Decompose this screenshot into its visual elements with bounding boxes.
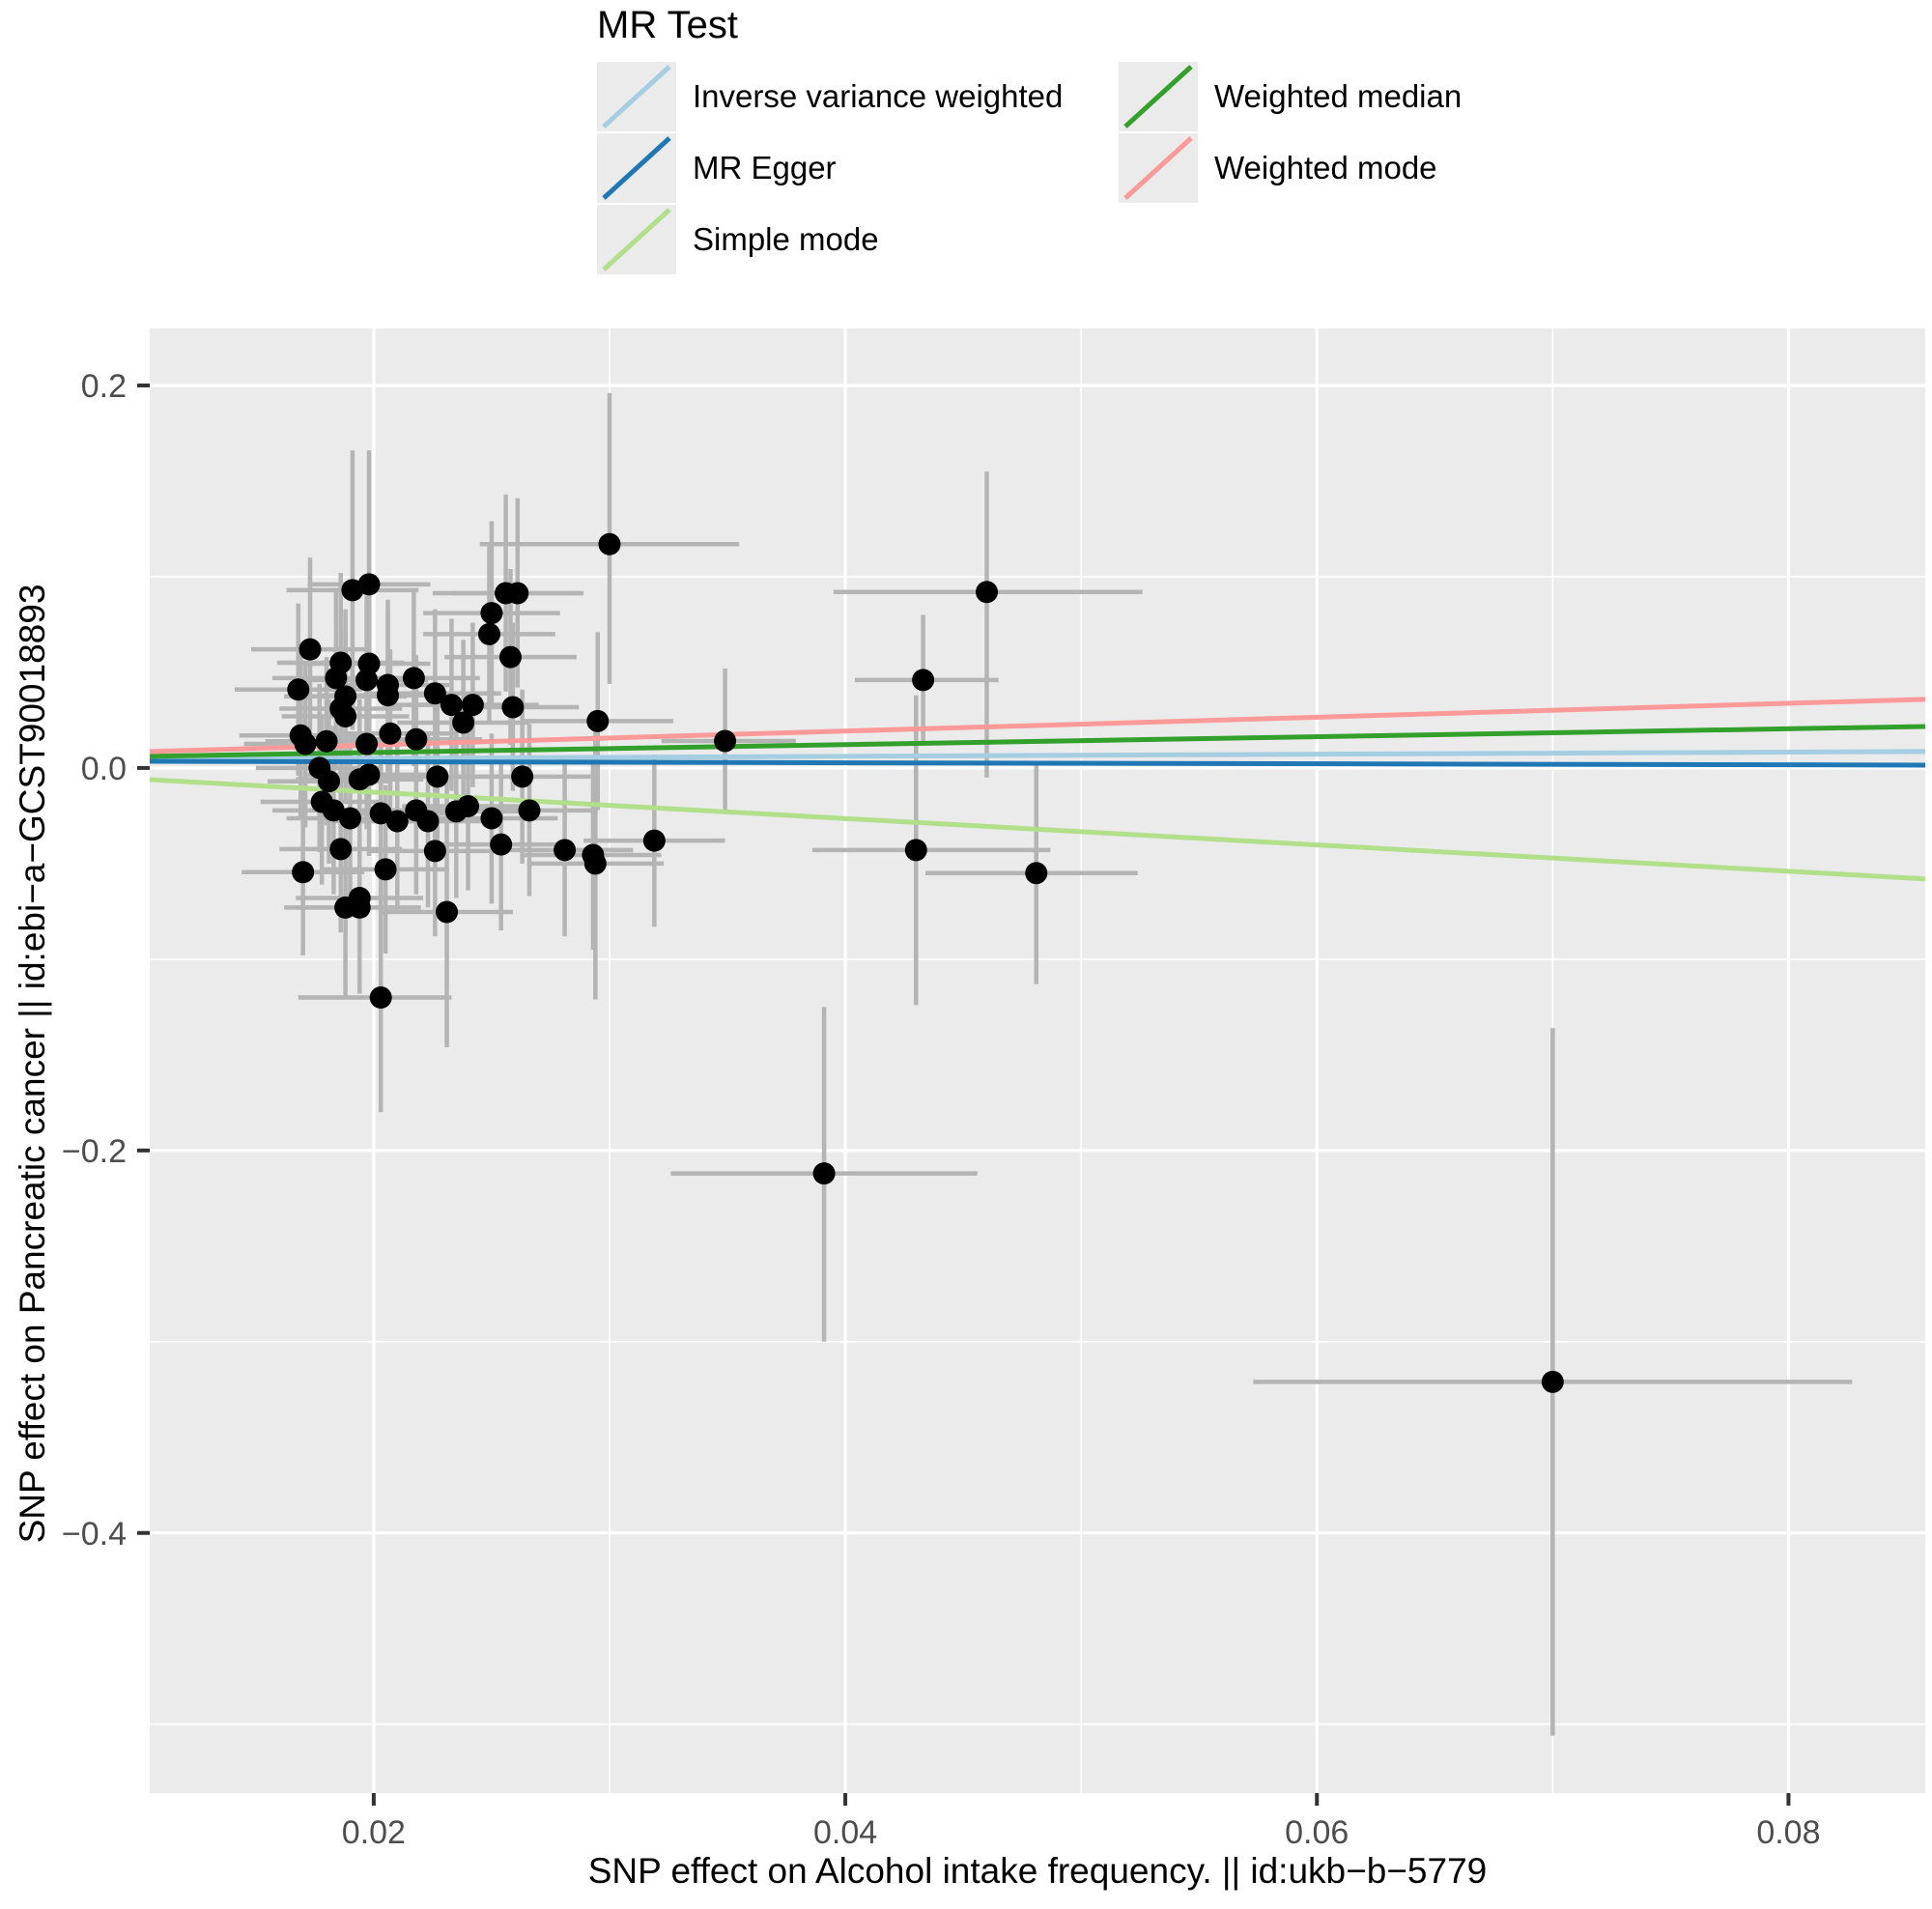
data-point — [329, 838, 353, 861]
legend-item-label: MR Egger — [693, 150, 837, 185]
data-point — [440, 694, 463, 717]
legend-key-line-icon — [597, 62, 676, 131]
data-point — [416, 810, 440, 833]
y-axis-tick-label: 0.0 — [81, 751, 127, 787]
data-point — [598, 532, 621, 556]
legend-item-label: Weighted median — [1214, 78, 1463, 114]
data-point — [355, 732, 379, 755]
legend-item-mr-egger: MR Egger — [597, 132, 1119, 204]
y-axis-tick-label: 0.2 — [81, 368, 127, 405]
legend-title: MR Test — [597, 4, 738, 46]
y-axis-tick-label: −0.2 — [62, 1133, 127, 1170]
data-point — [357, 573, 381, 596]
legend-item-label: Simple mode — [693, 221, 879, 257]
legend-key-line-icon — [597, 205, 676, 274]
legend-item-inverse-variance-weighted: Inverse variance weighted — [597, 61, 1119, 132]
regression-line-simple-mode — [149, 777, 1926, 882]
data-point — [369, 985, 392, 1009]
data-point — [506, 582, 529, 605]
data-point — [812, 1162, 836, 1185]
data-point — [1025, 862, 1048, 885]
data-point — [377, 684, 400, 707]
data-point — [976, 581, 999, 604]
data-point — [322, 799, 345, 822]
regression-line-weighted-mode — [149, 697, 1926, 755]
data-point — [436, 900, 459, 924]
data-point — [287, 678, 310, 701]
data-point — [374, 858, 397, 881]
data-point — [405, 727, 428, 751]
data-point — [904, 839, 927, 862]
plot-panel — [150, 328, 1925, 1793]
legend-key-line-icon — [1119, 133, 1198, 203]
y-axis-title: SNP effect on Pancreatic cancer || id:eb… — [13, 584, 52, 1544]
x-axis-tick-label: 0.06 — [1285, 1814, 1349, 1851]
data-point — [357, 763, 381, 786]
data-point — [379, 722, 402, 745]
legend-column-0: Inverse variance weighted MR Egger Simple … — [597, 61, 1119, 275]
data-point — [586, 709, 610, 732]
data-point — [325, 667, 348, 690]
data-point — [457, 795, 480, 818]
legend-key-line-icon — [1119, 62, 1198, 131]
data-point — [480, 602, 503, 625]
data-point — [642, 829, 666, 852]
legend-item-simple-mode: Simple mode — [597, 204, 1119, 275]
x-axis-title: SNP effect on Alcohol intake frequency. … — [587, 1851, 1488, 1891]
data-point — [357, 652, 381, 675]
data-point — [461, 694, 484, 717]
data-point — [369, 802, 392, 825]
data-point — [423, 840, 446, 863]
legend-columns: Inverse variance weighted MR Egger Simple … — [597, 61, 1462, 275]
data-point — [426, 765, 449, 788]
data-point — [912, 669, 935, 692]
regression-line-weighted-median — [149, 724, 1926, 759]
data-point — [714, 729, 737, 753]
data-point — [334, 704, 357, 727]
data-point — [348, 896, 371, 919]
legend-item-weighted-mode: Weighted mode — [1119, 132, 1462, 204]
data-point — [518, 799, 541, 822]
x-axis-tick-label: 0.08 — [1756, 1814, 1820, 1851]
legend-item-weighted-median: Weighted median — [1119, 61, 1462, 132]
data-point — [554, 839, 577, 862]
legend-item-label: Inverse variance weighted — [693, 78, 1064, 114]
data-point — [490, 833, 513, 856]
data-point — [501, 696, 525, 719]
data-point — [315, 729, 338, 753]
data-point — [294, 732, 317, 755]
data-point — [480, 807, 503, 830]
data-point — [355, 669, 379, 692]
data-point — [477, 622, 500, 645]
legend-key-line-icon — [597, 133, 676, 203]
data-point — [452, 711, 475, 734]
regression-line-mr-egger — [149, 758, 1926, 768]
legend: MR Test Inverse variance weighted MR Egge… — [597, 4, 1462, 275]
legend-item-label: Weighted mode — [1214, 150, 1437, 185]
y-axis-tick-label: −0.4 — [62, 1516, 127, 1553]
data-point — [423, 682, 446, 705]
x-axis-tick-label: 0.04 — [813, 1814, 877, 1851]
data-point — [298, 638, 322, 661]
data-point — [583, 852, 607, 875]
data-point — [385, 810, 409, 833]
data-point — [1541, 1370, 1564, 1393]
data-point — [511, 765, 534, 788]
data-point — [338, 807, 361, 830]
data-point — [498, 645, 522, 669]
data-point — [318, 770, 341, 793]
data-point — [292, 861, 315, 884]
legend-column-1: Weighted median Weighted mode — [1119, 61, 1462, 275]
data-point — [402, 667, 425, 690]
x-axis-tick-label: 0.02 — [342, 1814, 406, 1851]
regression-line-inverse-variance-weighted — [149, 749, 1926, 762]
